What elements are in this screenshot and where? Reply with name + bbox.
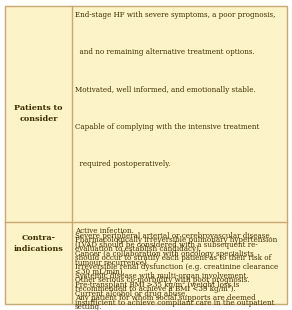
Text: <30 mL/min).: <30 mL/min). xyxy=(75,268,125,276)
Text: Motivated, well informed, and emotionally stable.: Motivated, well informed, and emotionall… xyxy=(75,86,256,94)
Text: (LVAD should be considered with a subsequent re-: (LVAD should be considered with a subseq… xyxy=(75,241,258,249)
Text: Cancer (a collaboration with oncology specialists: Cancer (a collaboration with oncology sp… xyxy=(75,250,254,258)
Text: evaluation to establish candidacy).: evaluation to establish candidacy). xyxy=(75,245,201,253)
Text: insufficient to achieve compliant care in the outpatient: insufficient to achieve compliant care i… xyxy=(75,299,274,307)
Text: required postoperatively.: required postoperatively. xyxy=(75,160,171,168)
Text: tumour recurrence).: tumour recurrence). xyxy=(75,259,149,267)
Text: Current alcohol or drug abuse.: Current alcohol or drug abuse. xyxy=(75,290,187,298)
Text: Systemic disease with multi-organ involvement.: Systemic disease with multi-organ involv… xyxy=(75,272,248,280)
Text: Pre-transplant BMI >35 kg/m² (weight loss is: Pre-transplant BMI >35 kg/m² (weight los… xyxy=(75,281,239,289)
Text: Active infection.: Active infection. xyxy=(75,227,134,235)
Text: Any patient for whom social supports are deemed: Any patient for whom social supports are… xyxy=(75,294,256,302)
Text: Contra-
indications: Contra- indications xyxy=(13,234,63,253)
Text: End-stage HF with severe symptoms, a poor prognosis,: End-stage HF with severe symptoms, a poo… xyxy=(75,11,275,19)
Text: should occur to stratify each patient as to their risk of: should occur to stratify each patient as… xyxy=(75,254,271,262)
Text: Patients to
consider: Patients to consider xyxy=(14,104,63,123)
Text: Irreversible renal dysfunction (e.g. creatinine clearance: Irreversible renal dysfunction (e.g. cre… xyxy=(75,263,278,271)
Text: recommended to achieve a BMI <35 kg/m²).: recommended to achieve a BMI <35 kg/m²). xyxy=(75,286,236,293)
Text: setting.: setting. xyxy=(75,303,102,310)
Text: Severe peripheral arterial or cerebrovascular disease.: Severe peripheral arterial or cerebrovas… xyxy=(75,232,272,240)
Text: Capable of complying with the intensive treatment: Capable of complying with the intensive … xyxy=(75,123,259,131)
Text: Other serious co-morbidity with poor prognosis.: Other serious co-morbidity with poor pro… xyxy=(75,277,250,285)
Text: Pharmacologically irreversible pulmonary hypertension: Pharmacologically irreversible pulmonary… xyxy=(75,236,277,244)
Text: and no remaining alternative treatment options.: and no remaining alternative treatment o… xyxy=(75,48,255,56)
